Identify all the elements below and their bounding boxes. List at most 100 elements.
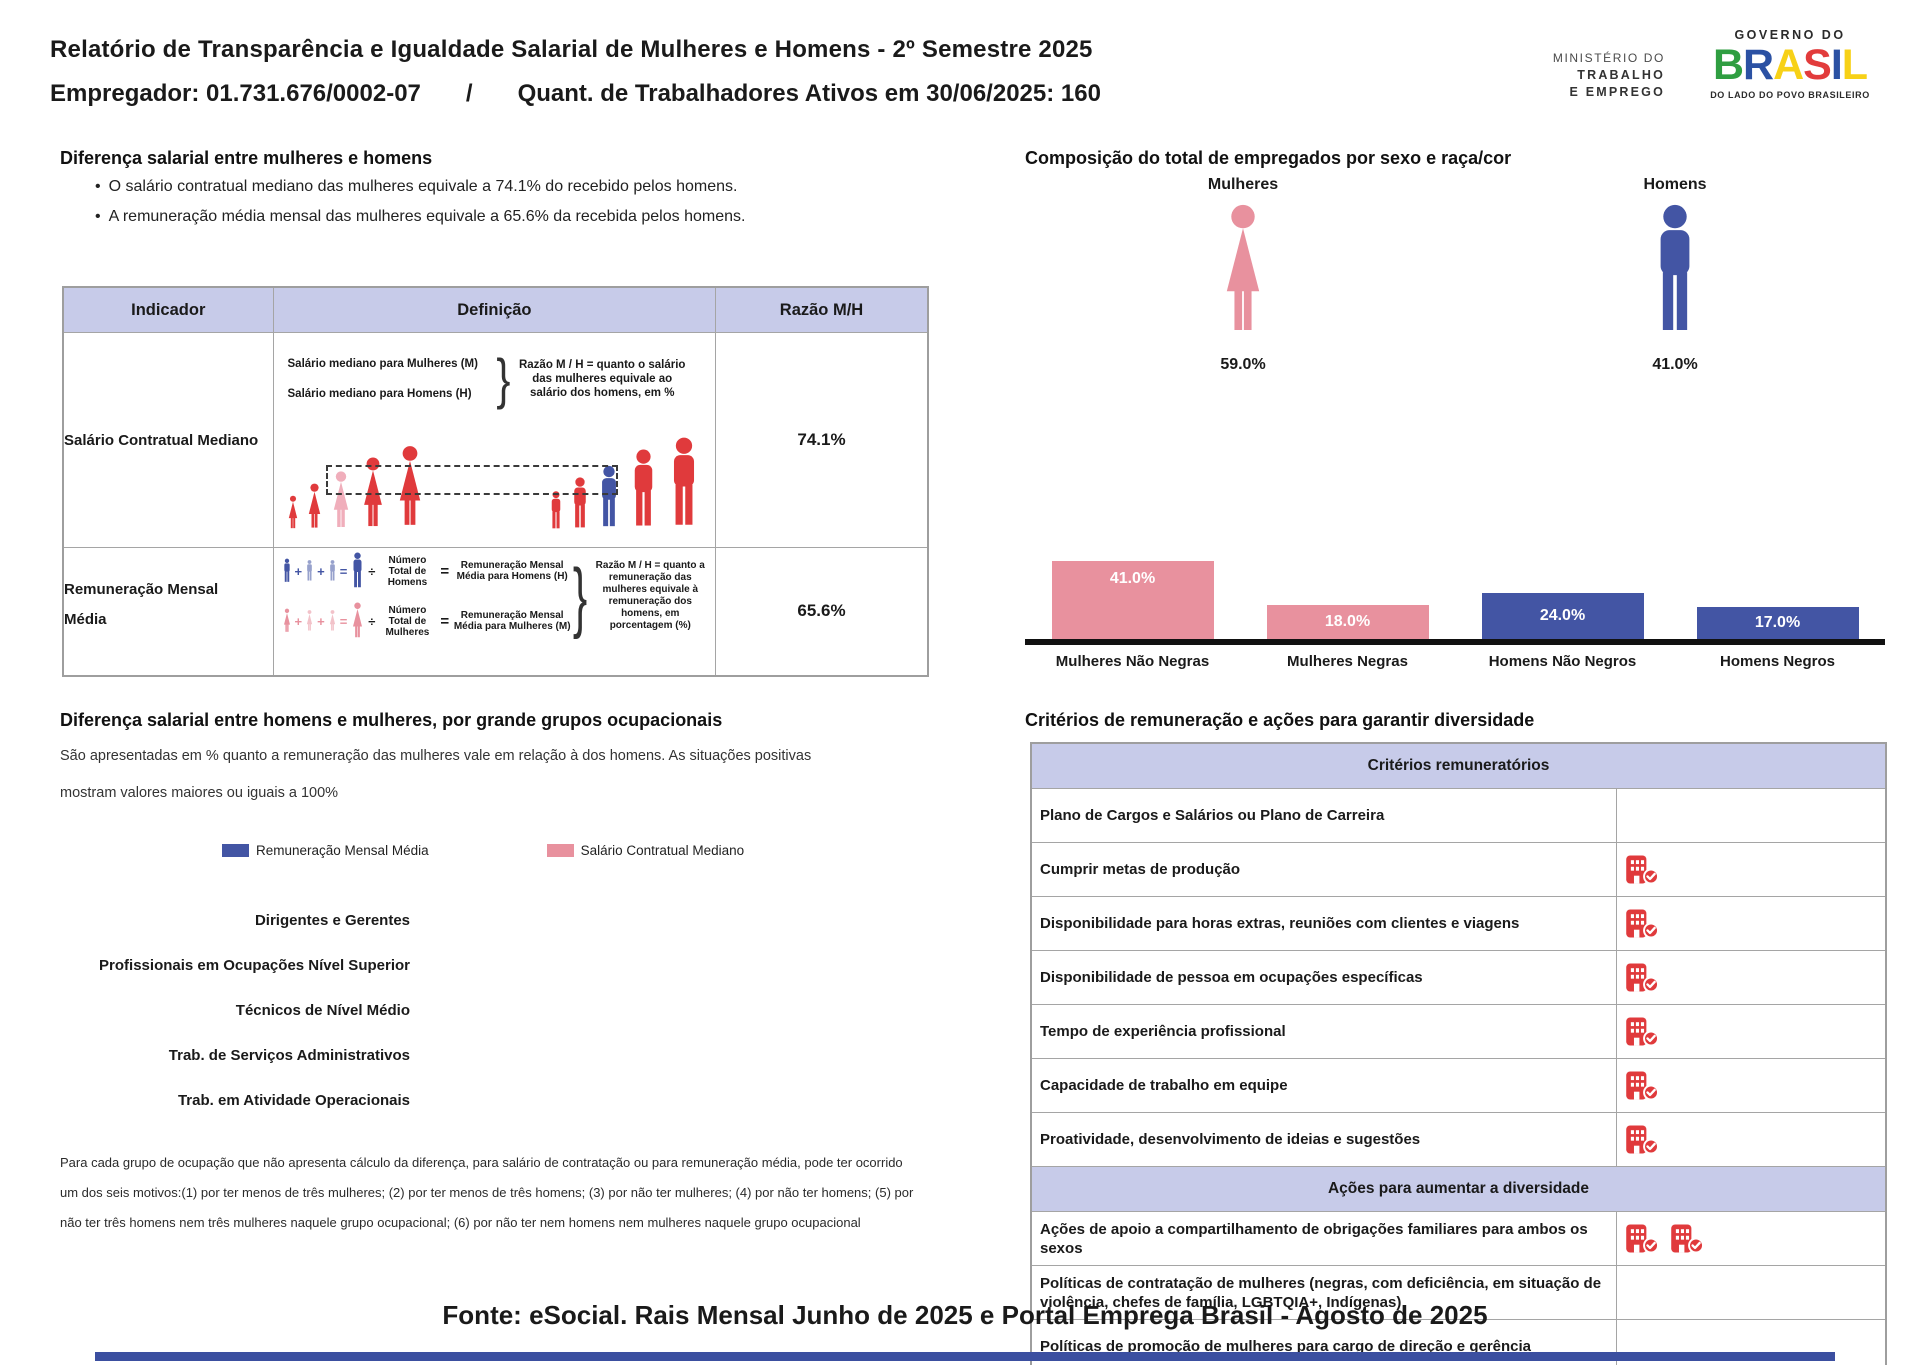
criteria-icon-cell xyxy=(1615,842,1887,897)
men-result-label: Remuneração Mensal Média para Homens (H) xyxy=(456,560,568,582)
man-icon xyxy=(627,449,660,531)
ministry-line2: TRABALHO xyxy=(1577,68,1665,82)
composition-bar: 17.0% xyxy=(1696,607,1859,639)
brace-glyph: } xyxy=(495,347,510,410)
composition-bar: 41.0% xyxy=(1051,561,1214,639)
bar-category-label: Homens Não Negros xyxy=(1488,653,1637,670)
employer-id: Empregador: 01.731.676/0002-07 xyxy=(50,80,421,107)
gov-logo-top-text: GOVERNO DO xyxy=(1734,28,1846,42)
category-label: Trab. de Serviços Administrativos xyxy=(168,1047,410,1064)
legend-label: Salário Contratual Mediano xyxy=(580,843,745,858)
definition-median-salary: Salário mediano para Mulheres (M) Salári… xyxy=(272,332,717,548)
category-label: Técnicos de Nível Médio xyxy=(235,1002,410,1019)
indicator-median-salary: Salário Contratual Mediano xyxy=(62,332,274,548)
ratio-mean-pay: 65.6% xyxy=(715,547,929,676)
table-row: Disponibilidade para horas extras, reuni… xyxy=(1030,896,1887,951)
building-check-icon xyxy=(1625,1071,1659,1101)
table-row: Cumprir metas de produção xyxy=(1030,842,1887,897)
woman-icon xyxy=(282,608,292,634)
salary-gap-title: Diferença salarial entre mulheres e home… xyxy=(60,148,433,168)
criteria-table: Critérios remuneratórios Plano de Cargos… xyxy=(1030,742,1887,1365)
col-header-definicao: Definição xyxy=(272,286,717,333)
men-divisor-label: Número Total de Homens xyxy=(387,554,428,588)
bottom-strip xyxy=(95,1352,1835,1361)
man-icon xyxy=(282,558,292,584)
women-percentage: 59.0% xyxy=(1220,356,1266,373)
man-icon xyxy=(665,437,703,531)
building-check-icon xyxy=(1671,1224,1704,1254)
man-icon xyxy=(328,560,337,582)
race-gender-bar-chart: 41.0% 18.0% 24.0% 17.0% Mulheres Não Neg… xyxy=(1025,555,1885,705)
building-check-icon xyxy=(1625,1017,1659,1047)
women-mean-formula: + + = ÷ Número Total de Mulheres = Remun… xyxy=(282,602,572,640)
criteria-icon-cell xyxy=(1615,1004,1887,1059)
man-icon xyxy=(305,560,314,582)
table-header-row: Indicador Definição Razão M/H xyxy=(62,286,929,333)
women-divisor-label: Número Total de Mulheres xyxy=(385,604,430,638)
criteria-icon-cell xyxy=(1615,896,1887,951)
occupational-categories: Dirigentes e Gerentes Profissionais em O… xyxy=(60,898,410,1123)
woman-icon xyxy=(305,483,324,531)
woman-icon xyxy=(328,610,337,632)
legend-swatch-blue xyxy=(222,844,249,857)
legend-label: Remuneração Mensal Média xyxy=(256,843,429,858)
table-row: Proatividade, desenvolvimento de ideias … xyxy=(1030,1112,1887,1167)
criteria-icon-cell xyxy=(1615,1265,1887,1320)
chart-baseline xyxy=(1025,639,1885,645)
men-composition-block: Homens 41.0% xyxy=(1590,176,1760,374)
composition-bar: 24.0% xyxy=(1481,593,1644,639)
woman-icon xyxy=(305,610,314,632)
men-mean-formula: + + = ÷ Número Total de Homens = Remuner… xyxy=(282,552,572,590)
ministry-wordmark: MINISTÉRIO DO TRABALHO E EMPREGO xyxy=(1480,50,1665,101)
category-label: Profissionais em Ocupações Nível Superio… xyxy=(99,957,410,974)
legend-swatch-pink xyxy=(546,844,574,857)
report-subtitle: Empregador: 01.731.676/0002-07 / Quant. … xyxy=(50,80,1101,108)
salary-gap-bullets: • O salário contratual mediano das mulher… xyxy=(95,172,745,232)
table-row: Salário Contratual Mediano Salário media… xyxy=(62,332,929,548)
col-header-indicador: Indicador xyxy=(62,286,274,333)
woman-icon xyxy=(350,602,365,640)
occupational-legend: Remuneração Mensal Média Salário Contrat… xyxy=(222,843,744,858)
building-check-icon xyxy=(1625,1224,1659,1254)
category-label: Dirigentes e Gerentes xyxy=(254,912,410,929)
legend-item-median: Salário Contratual Mediano xyxy=(546,843,745,858)
bullet-marker: • xyxy=(95,178,101,195)
source-footer: Fonte: eSocial. Rais Mensal Junho de 202… xyxy=(442,1300,1488,1330)
definition-mean-pay: + + = ÷ Número Total de Homens = Remuner… xyxy=(272,547,717,676)
salary-gap-table: Indicador Definição Razão M/H Salário Co… xyxy=(62,286,929,677)
bullet-median-salary: • O salário contratual mediano das mulher… xyxy=(95,178,738,195)
median-ratio-note: Razão M / H = quanto o salário das mulhe… xyxy=(518,359,686,399)
col-header-razao: Razão M/H xyxy=(715,286,929,333)
criteria-section-remuneration: Critérios remuneratórios xyxy=(1030,742,1887,789)
legend-item-mean: Remuneração Mensal Média xyxy=(222,843,429,858)
woman-icon xyxy=(286,495,300,531)
bar-category-label: Homens Negros xyxy=(1719,653,1836,670)
table-row: Remuneração Mensal Média + + = xyxy=(62,547,929,676)
criteria-section-diversity: Ações para aumentar a diversidade xyxy=(1030,1166,1887,1212)
table-row: Capacidade de trabalho em equipe xyxy=(1030,1058,1887,1113)
man-icon xyxy=(1648,204,1702,339)
man-icon xyxy=(350,552,365,590)
criteria-icon-cell xyxy=(1615,1112,1887,1167)
building-check-icon xyxy=(1625,963,1659,993)
composition-bar: 18.0% xyxy=(1266,605,1429,639)
occupational-desc-line2: mostram valores maiores ou iguais a 100% xyxy=(60,785,339,801)
composition-title: Composição do total de empregados por se… xyxy=(1025,148,1512,168)
criteria-icon-cell xyxy=(1615,1211,1887,1266)
occupational-desc-line1: São apresentadas em % quanto a remuneraç… xyxy=(60,748,812,764)
ministry-line1: MINISTÉRIO DO xyxy=(1552,51,1665,65)
occupational-title: Diferença salarial entre homens e mulher… xyxy=(60,710,723,730)
table-row: Políticas de contratação de mulheres (ne… xyxy=(1030,1265,1887,1320)
report-title: Relatório de Transparência e Igualdade S… xyxy=(50,36,1093,63)
category-label: Trab. em Atividade Operacionais xyxy=(177,1092,410,1109)
bullet-mean-salary: • A remuneração média mensal das mulheres… xyxy=(95,208,746,225)
mean-ratio-note: Razão M / H = quanto a remuneração das m… xyxy=(595,560,705,631)
table-row: Ações de apoio a compartilhamento de obr… xyxy=(1030,1211,1887,1266)
criteria-title: Critérios de remuneração e ações para ga… xyxy=(1025,710,1535,730)
building-check-icon xyxy=(1625,909,1659,939)
bar-category-label: Mulheres Não Negras xyxy=(1055,653,1210,670)
table-row: Tempo de experiência profissional xyxy=(1030,1004,1887,1059)
occupational-footnote: Para cada grupo de ocupação que não apre… xyxy=(60,1155,914,1230)
women-label: Mulheres xyxy=(1207,176,1279,193)
median-pictogram xyxy=(274,411,716,531)
